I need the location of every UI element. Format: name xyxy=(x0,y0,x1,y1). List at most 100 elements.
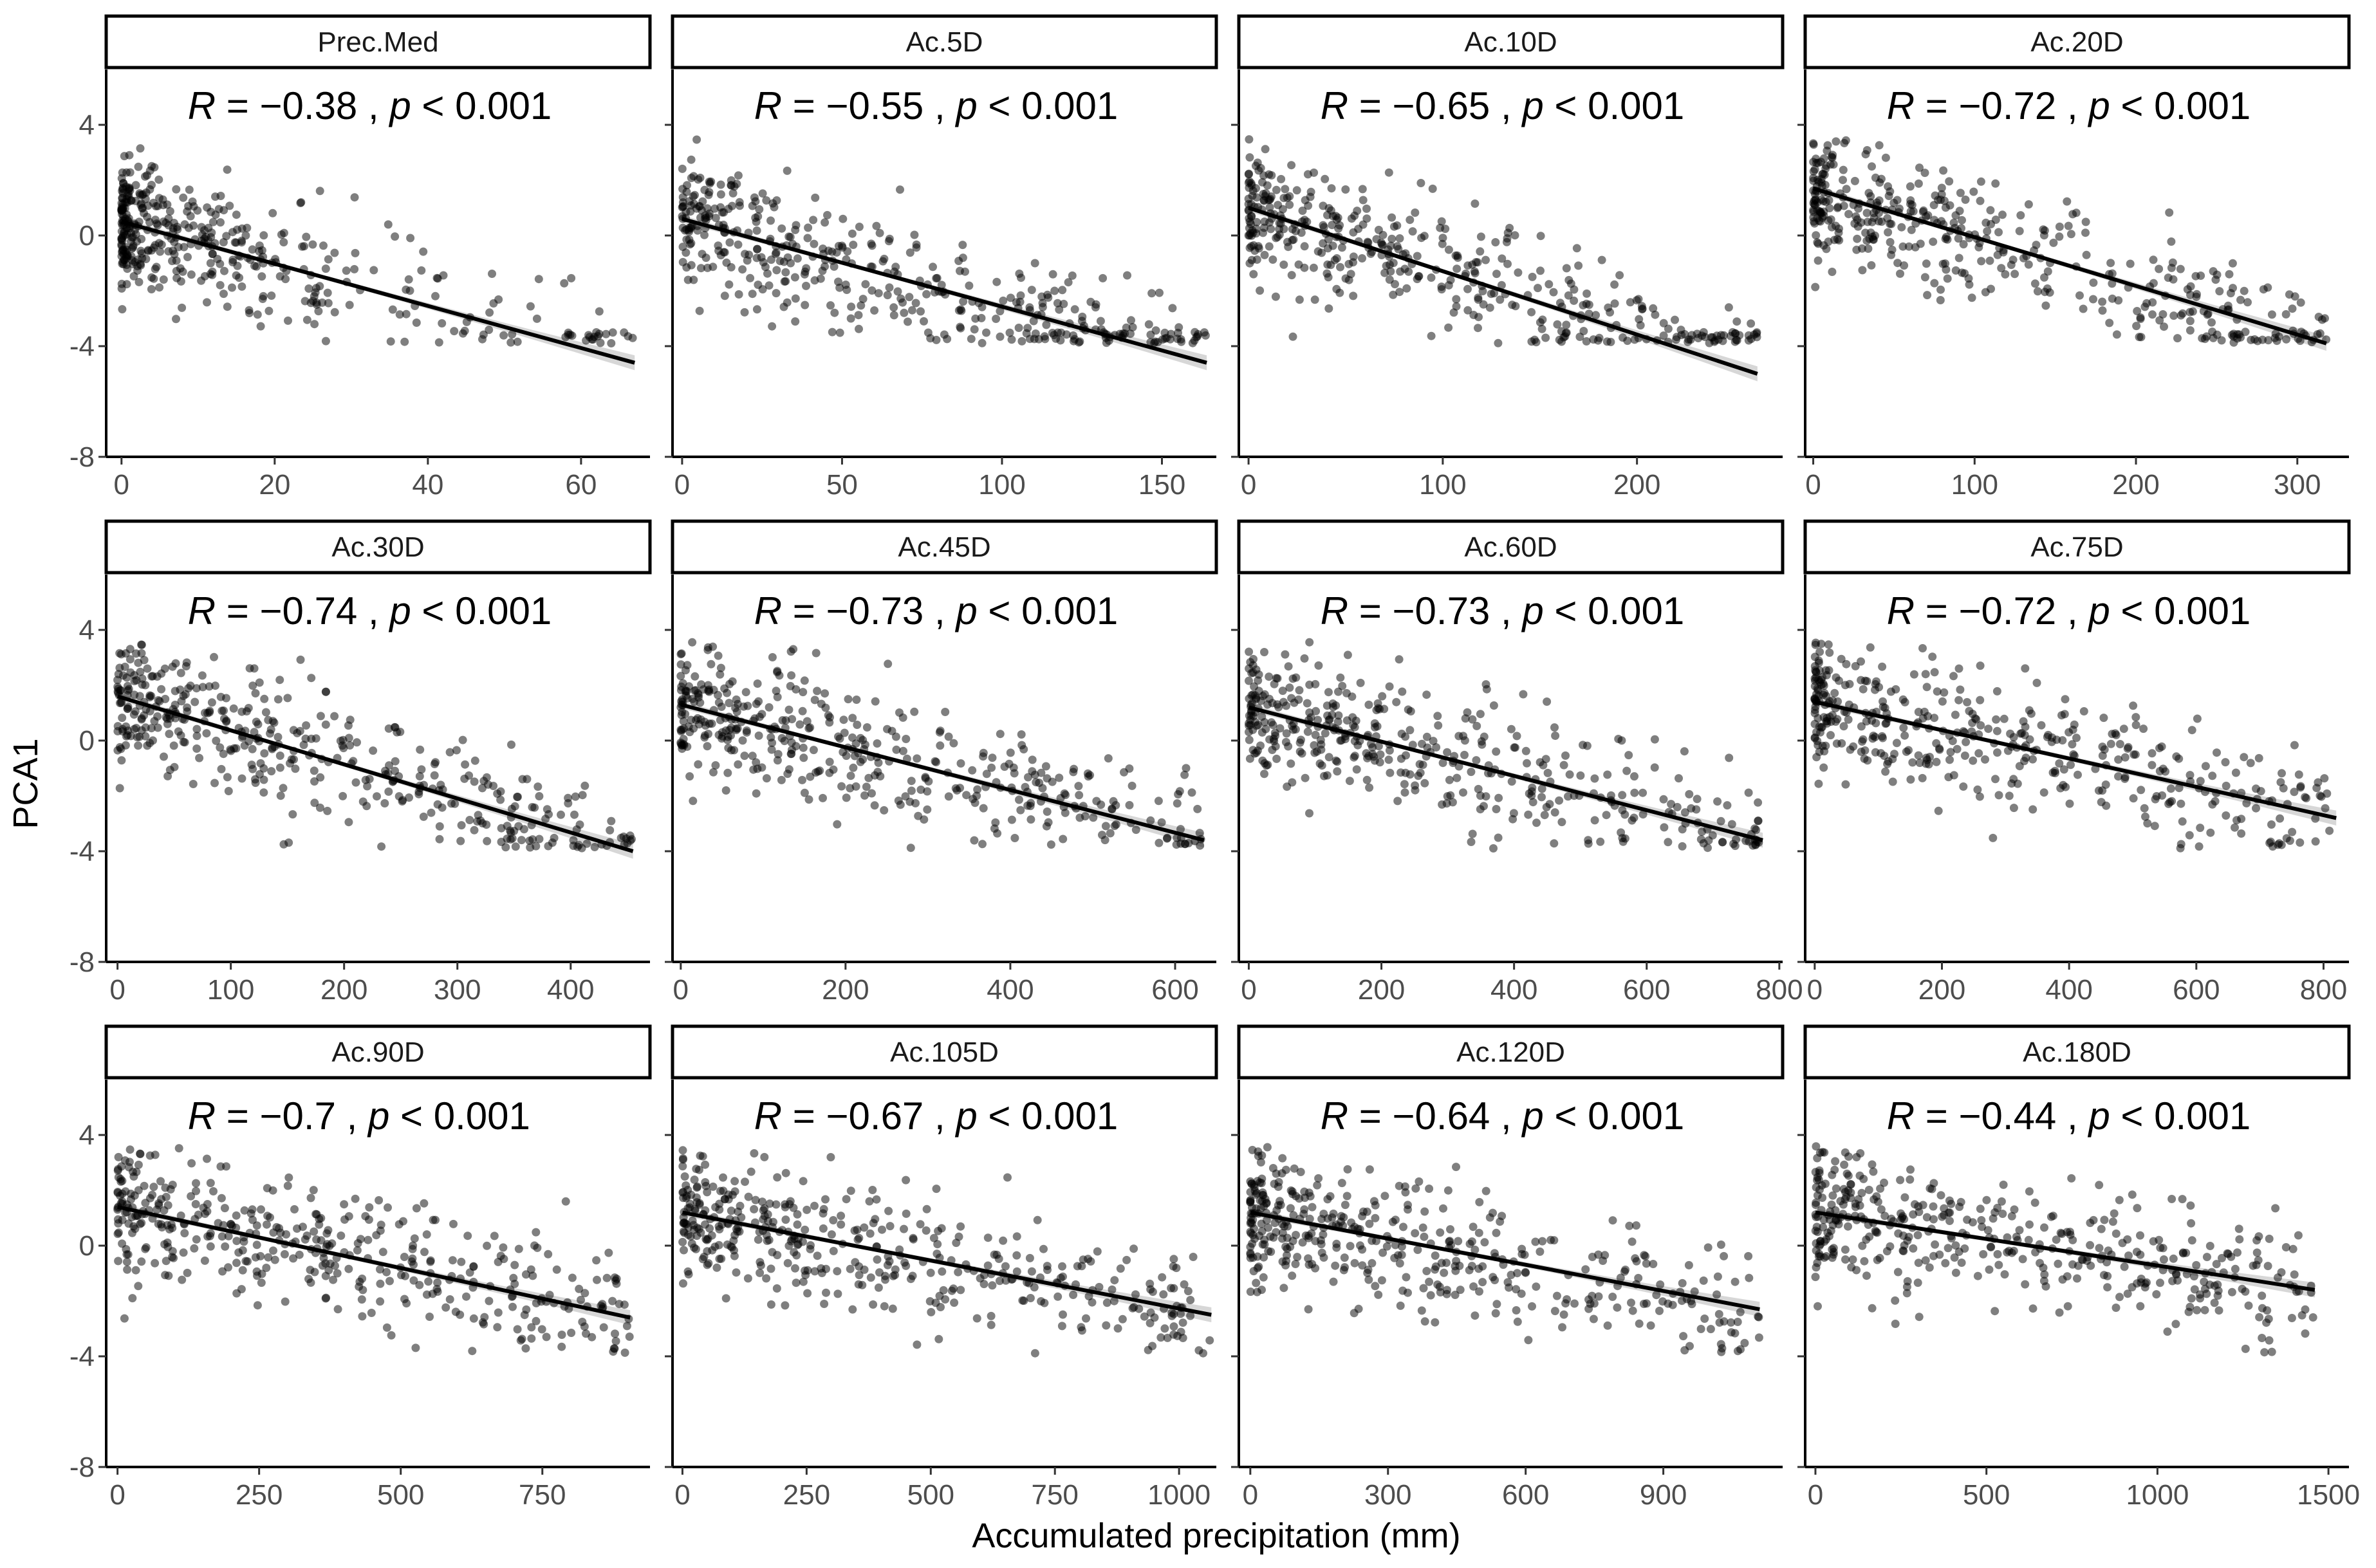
data-point xyxy=(1456,1286,1465,1295)
data-point xyxy=(1642,1299,1651,1308)
data-point xyxy=(1331,1261,1340,1270)
data-point xyxy=(208,270,217,279)
y-tick-label: 4 xyxy=(79,1120,95,1151)
data-point xyxy=(2276,814,2285,823)
data-point xyxy=(1576,771,1585,780)
data-point xyxy=(977,313,986,322)
data-point xyxy=(757,763,766,772)
data-point xyxy=(2056,784,2065,793)
data-point xyxy=(1293,1253,1302,1262)
annotation-text: , xyxy=(923,84,956,127)
data-point xyxy=(137,1219,146,1228)
data-point xyxy=(792,1278,801,1287)
data-point xyxy=(705,719,714,728)
annotation-text: R xyxy=(754,84,782,127)
data-point xyxy=(839,748,848,757)
annotation-value: −0.72 xyxy=(1958,84,2056,127)
data-point xyxy=(1891,1320,1900,1328)
data-point xyxy=(1650,735,1659,744)
data-point xyxy=(1809,139,1818,148)
data-point xyxy=(1248,1145,1257,1154)
data-point xyxy=(936,1303,945,1311)
data-point xyxy=(127,1195,135,1204)
data-point xyxy=(1680,747,1689,756)
data-point xyxy=(165,730,174,739)
data-point xyxy=(219,290,228,299)
data-point xyxy=(765,1235,774,1244)
x-tick-label: 200 xyxy=(320,974,367,1006)
data-point xyxy=(1395,655,1404,664)
data-point xyxy=(386,337,395,346)
data-point xyxy=(1451,1262,1460,1271)
data-point xyxy=(456,836,465,845)
data-point xyxy=(1564,291,1573,300)
data-point xyxy=(1033,1215,1042,1224)
data-point xyxy=(458,735,467,744)
data-point xyxy=(1878,662,1887,671)
data-point xyxy=(1028,755,1037,764)
data-point xyxy=(685,728,694,737)
data-point xyxy=(973,785,982,794)
data-point xyxy=(124,1219,133,1228)
data-point xyxy=(1842,185,1851,194)
data-point xyxy=(801,300,810,309)
data-point xyxy=(351,248,360,257)
data-point xyxy=(872,221,881,230)
data-point xyxy=(376,1297,385,1306)
data-point xyxy=(777,733,786,742)
data-point xyxy=(933,1240,942,1249)
data-point xyxy=(248,764,257,773)
data-point xyxy=(1906,775,1915,784)
x-tick-label: 600 xyxy=(1623,974,1670,1006)
data-point xyxy=(206,1242,215,1251)
data-point xyxy=(687,261,696,270)
data-point xyxy=(1411,1229,1420,1238)
data-point xyxy=(1073,1262,1082,1271)
data-point xyxy=(1561,751,1570,760)
data-point xyxy=(1382,261,1391,270)
data-point xyxy=(1385,746,1394,755)
data-point xyxy=(321,337,330,346)
data-point xyxy=(723,732,732,741)
data-point xyxy=(1059,1310,1067,1319)
data-point xyxy=(1260,250,1269,259)
data-point xyxy=(251,689,260,697)
data-point xyxy=(1118,1314,1127,1324)
data-point xyxy=(962,791,971,800)
annotation-value: −0.7 xyxy=(259,1094,335,1138)
data-point xyxy=(2039,225,2048,234)
data-point xyxy=(136,201,145,210)
data-point xyxy=(2165,208,2174,217)
data-point xyxy=(792,685,801,694)
data-point xyxy=(125,655,135,664)
data-point xyxy=(602,1273,611,1282)
data-point xyxy=(1434,721,1443,730)
data-point xyxy=(535,792,544,800)
data-point xyxy=(1815,647,1824,656)
data-point xyxy=(2041,301,2050,310)
data-point xyxy=(116,744,125,753)
data-point xyxy=(1892,739,1901,748)
data-point xyxy=(1469,1282,1478,1291)
data-point xyxy=(1075,813,1084,822)
data-point xyxy=(1991,179,2000,188)
data-point xyxy=(268,743,277,752)
data-point xyxy=(1245,735,1254,744)
data-point xyxy=(1617,736,1626,745)
data-point xyxy=(1871,173,1880,182)
data-point xyxy=(1826,160,1835,169)
data-point xyxy=(1881,153,1890,162)
data-point xyxy=(1888,245,1897,254)
data-point xyxy=(1411,781,1420,790)
data-point xyxy=(283,1181,292,1190)
data-point xyxy=(1328,1213,1337,1222)
data-point xyxy=(741,688,750,697)
data-point xyxy=(1422,732,1431,741)
data-point xyxy=(144,246,153,255)
data-point xyxy=(1812,231,1821,240)
data-point xyxy=(275,752,284,760)
data-point xyxy=(2166,784,2175,793)
data-point xyxy=(1144,320,1153,329)
data-point xyxy=(907,306,916,315)
